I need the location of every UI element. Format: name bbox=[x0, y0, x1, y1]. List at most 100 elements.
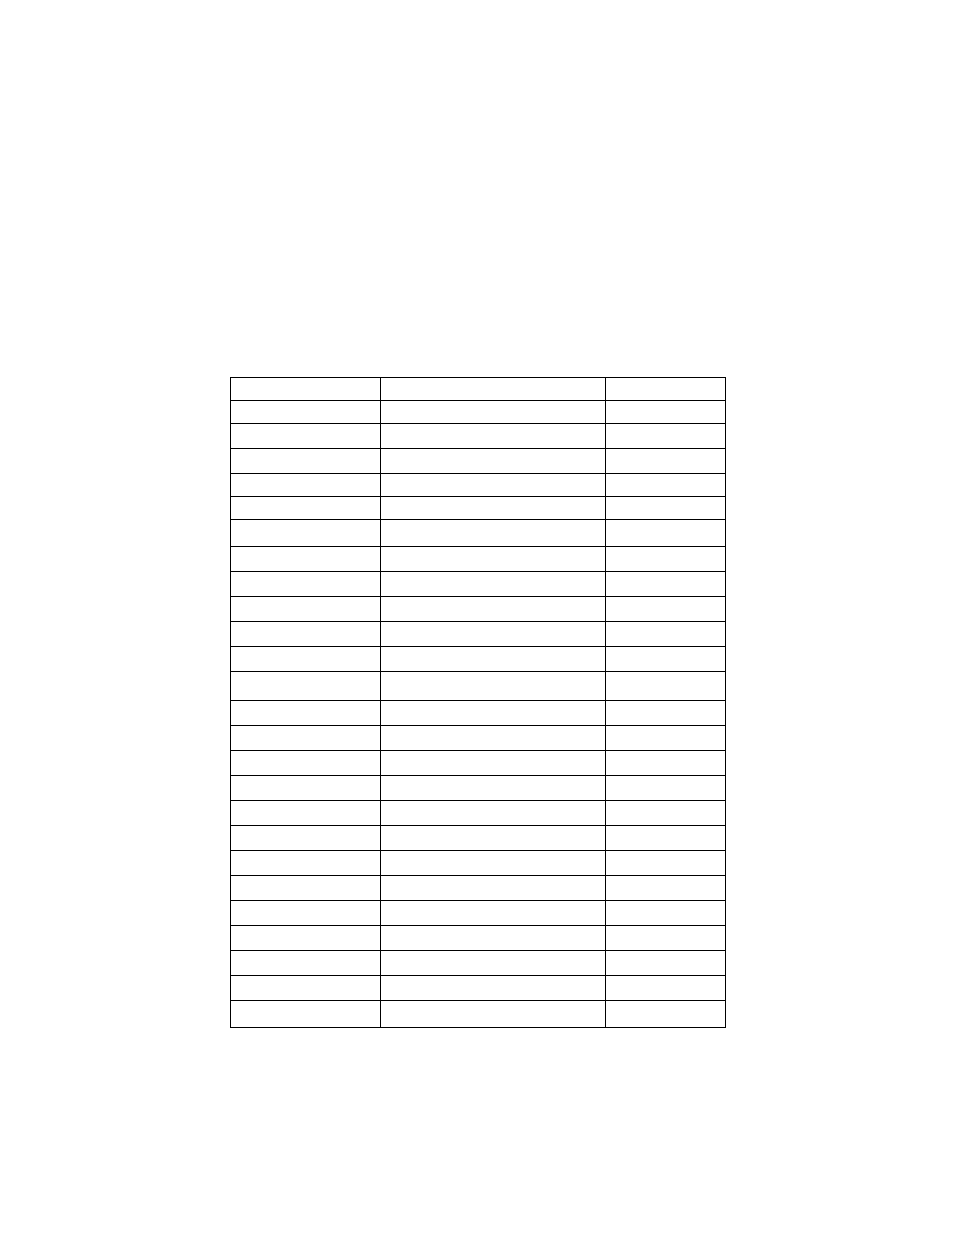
table-row bbox=[231, 449, 726, 474]
table-row bbox=[231, 726, 726, 751]
table-cell bbox=[381, 751, 606, 776]
table-cell bbox=[231, 647, 381, 672]
table-row bbox=[231, 826, 726, 851]
table-cell bbox=[606, 776, 726, 801]
table-cell bbox=[606, 474, 726, 497]
table-row bbox=[231, 751, 726, 776]
table-cell bbox=[381, 926, 606, 951]
table-row bbox=[231, 701, 726, 726]
table-cell bbox=[231, 474, 381, 497]
table-cell bbox=[231, 520, 381, 547]
table-cell bbox=[381, 826, 606, 851]
table-cell bbox=[231, 672, 381, 701]
table-cell bbox=[606, 926, 726, 951]
table-cell bbox=[381, 801, 606, 826]
table-cell bbox=[231, 976, 381, 1001]
table-row bbox=[231, 1001, 726, 1028]
table-row bbox=[231, 776, 726, 801]
table-row bbox=[231, 424, 726, 449]
table-cell bbox=[381, 776, 606, 801]
table-cell bbox=[606, 547, 726, 572]
table-cell bbox=[606, 497, 726, 520]
table-cell bbox=[381, 520, 606, 547]
table-cell bbox=[231, 378, 381, 401]
table-row bbox=[231, 520, 726, 547]
table-cell bbox=[381, 726, 606, 751]
table-row bbox=[231, 474, 726, 497]
table-cell bbox=[606, 851, 726, 876]
table-cell bbox=[381, 424, 606, 449]
table-cell bbox=[231, 851, 381, 876]
table-cell bbox=[606, 901, 726, 926]
table-row bbox=[231, 926, 726, 951]
table-cell bbox=[606, 976, 726, 1001]
page bbox=[0, 0, 954, 1235]
table-cell bbox=[231, 776, 381, 801]
table-cell bbox=[606, 726, 726, 751]
table-cell bbox=[231, 751, 381, 776]
table-cell bbox=[606, 401, 726, 424]
table-cell bbox=[231, 572, 381, 597]
table-row bbox=[231, 672, 726, 701]
table-cell bbox=[381, 474, 606, 497]
table-cell bbox=[606, 378, 726, 401]
table-cell bbox=[381, 672, 606, 701]
table-cell bbox=[606, 672, 726, 701]
table-cell bbox=[381, 497, 606, 520]
table-cell bbox=[231, 926, 381, 951]
table-cell bbox=[606, 801, 726, 826]
table-cell bbox=[381, 976, 606, 1001]
table-row bbox=[231, 951, 726, 976]
table-cell bbox=[381, 701, 606, 726]
table-cell bbox=[606, 647, 726, 672]
table-cell bbox=[606, 597, 726, 622]
table-cell bbox=[381, 597, 606, 622]
table-cell bbox=[231, 424, 381, 449]
table-cell bbox=[231, 597, 381, 622]
table-cell bbox=[381, 378, 606, 401]
table-cell bbox=[231, 901, 381, 926]
table-cell bbox=[381, 449, 606, 474]
table-cell bbox=[606, 826, 726, 851]
table-cell bbox=[381, 622, 606, 647]
table-cell bbox=[381, 547, 606, 572]
table-cell bbox=[381, 647, 606, 672]
table-cell bbox=[231, 701, 381, 726]
table-row bbox=[231, 901, 726, 926]
table-cell bbox=[231, 497, 381, 520]
table-cell bbox=[231, 876, 381, 901]
table-cell bbox=[231, 726, 381, 751]
table-cell bbox=[231, 449, 381, 474]
table-cell bbox=[231, 826, 381, 851]
table-row bbox=[231, 801, 726, 826]
table-cell bbox=[231, 547, 381, 572]
table-row bbox=[231, 547, 726, 572]
table-cell bbox=[231, 1001, 381, 1028]
table-row bbox=[231, 647, 726, 672]
table-cell bbox=[381, 401, 606, 424]
table-cell bbox=[381, 876, 606, 901]
table-row bbox=[231, 597, 726, 622]
table-cell bbox=[606, 1001, 726, 1028]
table-row bbox=[231, 851, 726, 876]
table-cell bbox=[381, 901, 606, 926]
table-cell bbox=[606, 520, 726, 547]
table-cell bbox=[231, 401, 381, 424]
table-cell bbox=[606, 876, 726, 901]
table-cell bbox=[606, 951, 726, 976]
table-row bbox=[231, 622, 726, 647]
table-cell bbox=[381, 851, 606, 876]
table-row bbox=[231, 876, 726, 901]
table-cell bbox=[231, 951, 381, 976]
table-cell bbox=[381, 951, 606, 976]
table-cell bbox=[381, 572, 606, 597]
table-cell bbox=[606, 449, 726, 474]
table-cell bbox=[606, 424, 726, 449]
table-cell bbox=[606, 751, 726, 776]
table-row bbox=[231, 976, 726, 1001]
table-cell bbox=[381, 1001, 606, 1028]
table-cell bbox=[606, 701, 726, 726]
data-table bbox=[230, 377, 726, 1028]
table-row bbox=[231, 378, 726, 401]
table-cell bbox=[231, 801, 381, 826]
